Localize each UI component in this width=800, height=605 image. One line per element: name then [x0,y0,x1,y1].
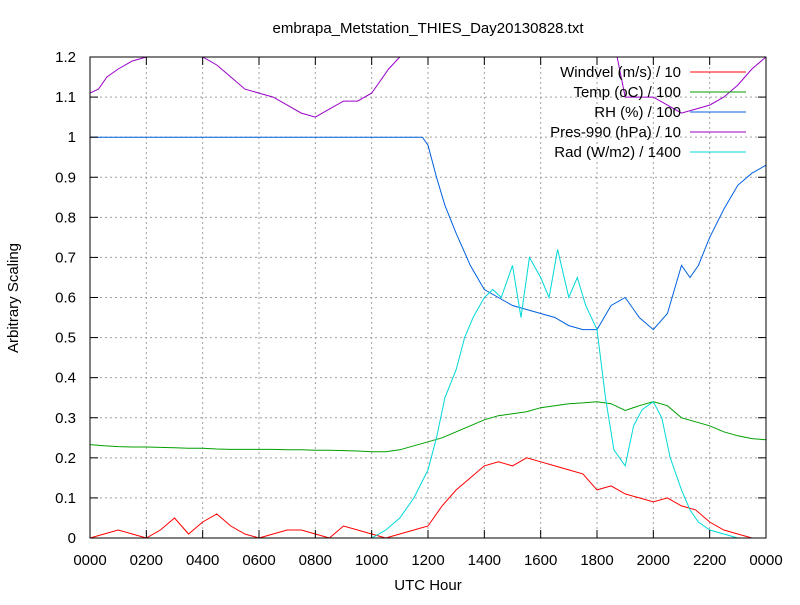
series-line-windvel-m-s-10 [90,457,766,538]
legend-label: Pres-990 (hPa) / 10 [550,124,681,141]
series-line-pres-990-hpa-10 [90,57,766,118]
x-tick-label: 0400 [186,552,219,569]
y-tick-label: 0.7 [55,249,76,266]
series-line-rh-100 [90,136,766,331]
x-axis-label: UTC Hour [394,577,462,594]
x-tick-label: 0000 [73,552,106,569]
x-tick-label: 2000 [637,552,670,569]
x-tick-label: 2200 [693,552,726,569]
series-group [90,57,766,538]
legend: Windvel (m/s) / 10 Temp (oC) / 100 RH (%) … [550,64,746,161]
y-tick-label: 0.2 [55,450,76,467]
x-tick-label: 0000 [749,552,782,569]
legend-label: RH (%) / 100 [594,104,681,121]
y-tick-label: 0.3 [55,410,76,427]
series-line-temp-oc-100 [90,401,766,453]
x-tick-label: 1600 [524,552,557,569]
x-tick-label: 0200 [130,552,163,569]
y-tick-label: 1 [68,129,76,146]
y-tick-label: 0.9 [55,169,76,186]
legend-label: Rad (W/m2) / 1400 [554,144,681,161]
x-tick-label: 1800 [580,552,613,569]
legend-label: Windvel (m/s) / 10 [560,64,681,81]
x-tick-label: 0800 [299,552,332,569]
x-tick-label: 1000 [355,552,388,569]
y-tick-label: 0.4 [55,370,76,387]
x-tick-label: 0600 [242,552,275,569]
y-axis-label: Arbitrary Scaling [5,243,22,353]
y-tick-label: 0.1 [55,490,76,507]
legend-label: Temp (oC) / 100 [573,84,681,101]
y-tick-label: 0 [68,530,76,547]
ticks: 0000 0200 0400 0600 0800 1000 1200 1400 1600 1800… [55,49,783,569]
y-tick-label: 1.1 [55,89,76,106]
y-tick-label: 0.6 [55,290,76,307]
chart-title: embrapa_Metstation_THIES_Day20130828.txt [272,20,584,37]
y-tick-label: 0.5 [55,330,76,347]
x-tick-label: 1400 [468,552,501,569]
y-tick-label: 1.2 [55,49,76,66]
y-tick-label: 0.8 [55,209,76,226]
series-line-rad-w-m2-1400 [90,249,766,538]
x-tick-label: 1200 [411,552,444,569]
